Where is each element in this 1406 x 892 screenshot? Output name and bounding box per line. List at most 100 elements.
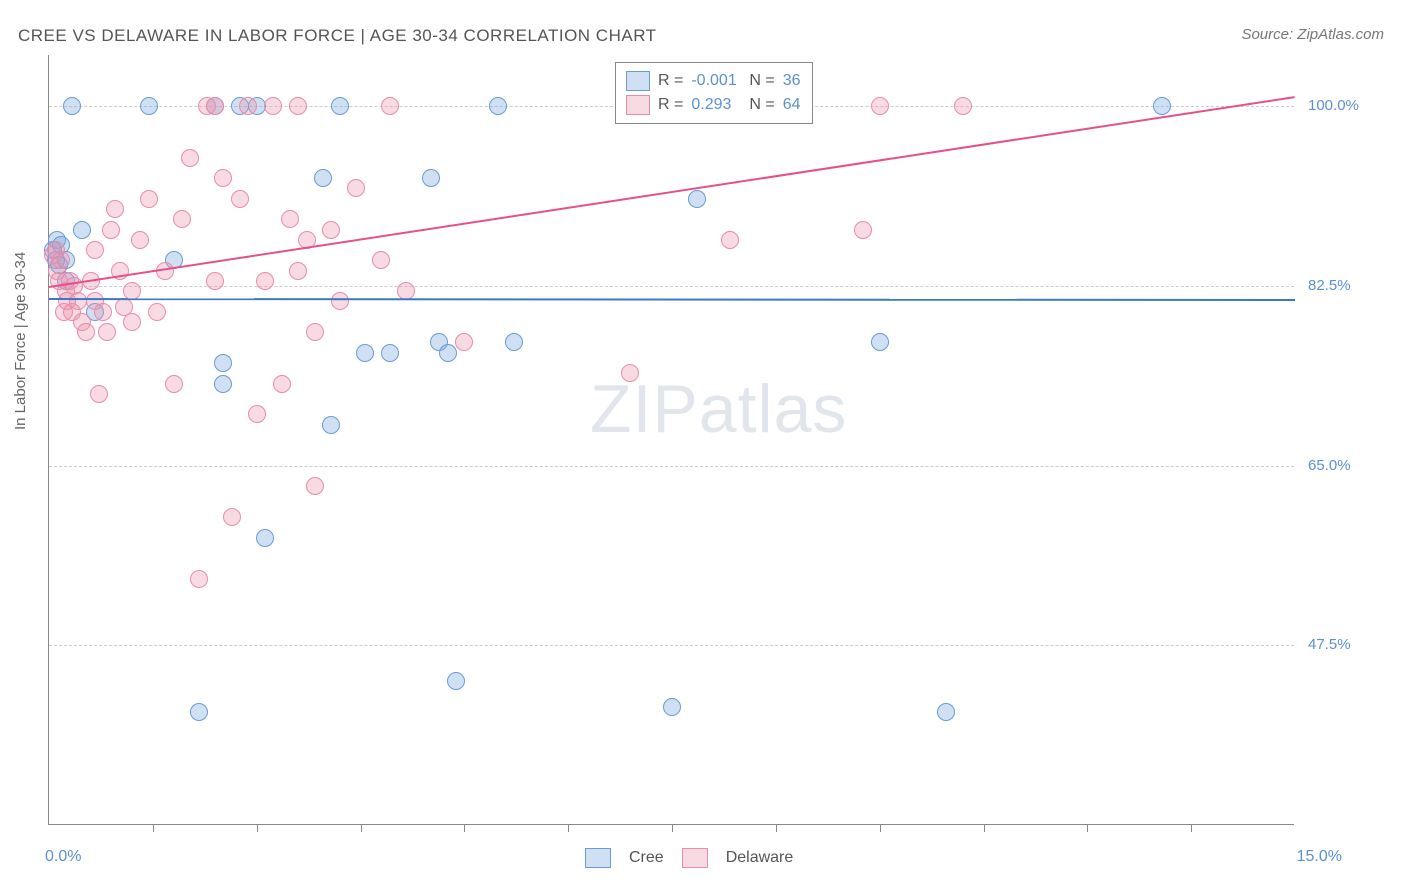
x-tick-mark — [1087, 824, 1088, 832]
scatter-point — [372, 251, 390, 269]
y-axis-label: In Labor Force | Age 30-34 — [12, 252, 29, 430]
scatter-point — [381, 344, 399, 362]
scatter-point — [289, 97, 307, 115]
scatter-point — [63, 97, 81, 115]
series-legend: Cree Delaware — [585, 848, 793, 868]
y-tick-label: 100.0% — [1308, 97, 1359, 114]
scatter-point — [140, 190, 158, 208]
x-max-label: 15.0% — [1297, 848, 1342, 866]
legend-n-label: N = — [749, 96, 774, 114]
scatter-point — [256, 272, 274, 290]
legend-label-delaware: Delaware — [726, 849, 794, 867]
scatter-point — [98, 323, 116, 341]
scatter-point — [954, 97, 972, 115]
legend-label-cree: Cree — [629, 849, 664, 867]
scatter-point — [190, 703, 208, 721]
scatter-point — [854, 221, 872, 239]
gridline — [49, 286, 1294, 287]
scatter-point — [306, 477, 324, 495]
source-attribution: Source: ZipAtlas.com — [1241, 26, 1384, 43]
scatter-point — [688, 190, 706, 208]
x-min-label: 0.0% — [45, 848, 81, 866]
scatter-point — [447, 672, 465, 690]
scatter-point — [214, 375, 232, 393]
scatter-point — [937, 703, 955, 721]
scatter-point — [347, 179, 365, 197]
trend-line — [49, 298, 1295, 301]
scatter-point — [871, 333, 889, 351]
scatter-point — [721, 231, 739, 249]
scatter-point — [69, 292, 87, 310]
legend-n-label: N = — [749, 72, 774, 90]
correlation-legend: R = -0.001 N = 36 R = 0.293 N = 64 — [615, 62, 813, 124]
legend-r-label: R = — [658, 72, 683, 90]
y-tick-label: 65.0% — [1308, 457, 1351, 474]
scatter-point — [131, 231, 149, 249]
x-tick-mark — [776, 824, 777, 832]
scatter-point — [289, 262, 307, 280]
scatter-point — [264, 97, 282, 115]
scatter-point — [621, 364, 639, 382]
x-tick-mark — [153, 824, 154, 832]
scatter-point — [314, 169, 332, 187]
scatter-point — [214, 354, 232, 372]
scatter-point — [489, 97, 507, 115]
scatter-point — [322, 221, 340, 239]
scatter-point — [190, 570, 208, 588]
legend-r-label: R = — [658, 96, 683, 114]
scatter-point — [86, 241, 104, 259]
scatter-point — [422, 169, 440, 187]
scatter-point — [73, 221, 91, 239]
legend-swatch-delaware-bottom — [682, 848, 708, 868]
x-tick-mark — [257, 824, 258, 832]
scatter-point — [331, 292, 349, 310]
scatter-point — [381, 97, 399, 115]
scatter-point — [1153, 97, 1171, 115]
x-tick-mark — [880, 824, 881, 832]
gridline — [49, 645, 1294, 646]
legend-n-value-cree: 36 — [783, 72, 801, 90]
legend-swatch-cree-bottom — [585, 848, 611, 868]
x-tick-mark — [672, 824, 673, 832]
scatter-point — [871, 97, 889, 115]
scatter-point — [273, 375, 291, 393]
scatter-point — [90, 385, 108, 403]
plot-area — [48, 55, 1294, 825]
x-tick-mark — [984, 824, 985, 832]
scatter-point — [123, 313, 141, 331]
x-tick-mark — [1191, 824, 1192, 832]
x-tick-mark — [361, 824, 362, 832]
scatter-point — [206, 97, 224, 115]
scatter-point — [505, 333, 523, 351]
scatter-point — [181, 149, 199, 167]
scatter-point — [94, 303, 112, 321]
legend-row-delaware: R = 0.293 N = 64 — [626, 93, 800, 117]
scatter-point — [206, 272, 224, 290]
legend-r-value-cree: -0.001 — [691, 72, 741, 90]
scatter-point — [223, 508, 241, 526]
scatter-point — [140, 97, 158, 115]
y-tick-label: 82.5% — [1308, 277, 1351, 294]
legend-row-cree: R = -0.001 N = 36 — [626, 69, 800, 93]
scatter-point — [455, 333, 473, 351]
x-tick-mark — [464, 824, 465, 832]
scatter-point — [77, 323, 95, 341]
scatter-point — [52, 251, 70, 269]
scatter-point — [439, 344, 457, 362]
y-tick-label: 47.5% — [1308, 636, 1351, 653]
legend-n-value-delaware: 64 — [783, 96, 801, 114]
scatter-point — [663, 698, 681, 716]
scatter-point — [248, 405, 266, 423]
legend-r-value-delaware: 0.293 — [691, 96, 741, 114]
chart-title: CREE VS DELAWARE IN LABOR FORCE | AGE 30… — [18, 26, 657, 46]
scatter-point — [214, 169, 232, 187]
scatter-point — [356, 344, 374, 362]
legend-swatch-delaware — [626, 95, 650, 115]
gridline — [49, 466, 1294, 467]
scatter-point — [281, 210, 299, 228]
scatter-point — [322, 416, 340, 434]
scatter-point — [102, 221, 120, 239]
scatter-point — [165, 375, 183, 393]
scatter-point — [106, 200, 124, 218]
scatter-point — [148, 303, 166, 321]
